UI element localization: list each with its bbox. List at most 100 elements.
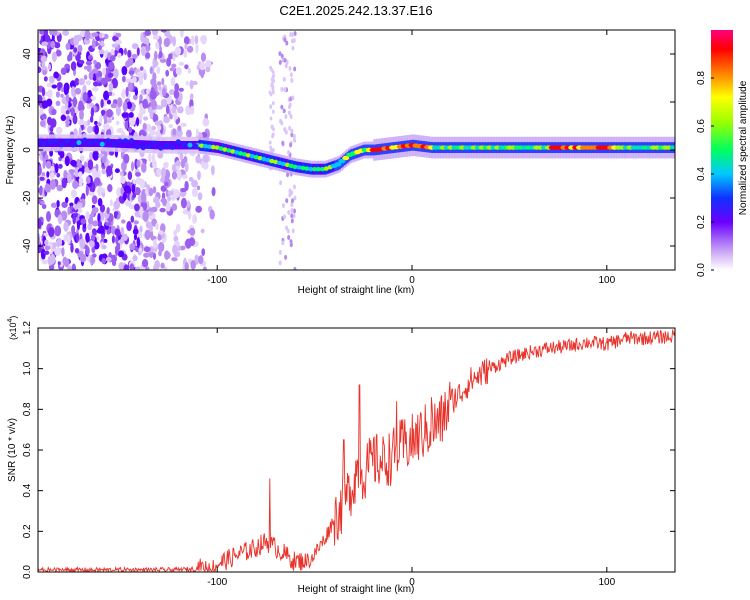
spectrogram-noise-blob [269,145,273,150]
figure-title: C2E1.2025.242.13.37.E16 [279,3,432,18]
spectrogram-noise-blob [75,34,82,42]
spectrogram-xlabel: Height of straight line (km) [298,285,415,296]
spectrogram-xtick-label: 0 [409,275,415,286]
spectrogram-noise-blob [272,101,275,106]
spectrogram-noise-blob [124,120,129,130]
spectrogram-noise-blob [104,221,112,227]
spectrogram-noise-blob [88,71,94,81]
spectrogram-noise-blob [56,172,61,178]
spectrogram-noise-blob [135,171,141,177]
spectrogram-noise-blob [111,43,119,48]
spectrogram-noise-blob [106,118,112,124]
spectrogram-noise-blob [38,185,43,196]
spectrogram-noise-blob [88,151,94,161]
spectrogram-ytick-label: -20 [22,190,33,205]
spectrogram-noise-blob [74,87,82,95]
spectrogram-noise-blob [72,180,79,189]
spectrogram-noise-blob [120,170,124,177]
snr-ytick-label: 0.6 [22,443,33,457]
spectrogram-noise-blob [117,250,125,258]
snr-ytick-label: 0.2 [22,524,33,538]
spectrogram-noise-blob [155,222,159,231]
spectrogram-noise-blob [54,163,59,174]
spectrogram-ridge-core [304,166,310,171]
spectrogram-noise-blob [148,187,154,197]
spectrogram-noise-blob [290,128,294,134]
spectrogram-ridge-band [73,138,77,147]
spectrogram-noise-blob [270,81,274,86]
spectrogram-ridge-band [69,138,72,147]
spectrogram-noise-blob [45,211,52,222]
spectrogram-noise-blob [289,72,293,78]
spectrogram-noise-blob [41,87,46,97]
spectrogram-noise-blob [170,76,176,87]
spectrogram-noise-blob [116,242,121,248]
spectrogram-noise-blob [52,30,58,36]
spectrogram-noise-blob [149,90,157,100]
spectrogram-noise-blob [51,242,58,248]
colorbar: 0.0 0.2 0.4 0.6 0.8 Normalized spectral ampl… [696,30,749,277]
spectrogram-noise-blob [44,30,49,38]
spectrogram-ridge-band [156,140,159,150]
spectrogram-noise-blob [93,59,97,65]
spectrogram-ridge-core [269,158,275,164]
spectrogram-noise-blob [85,211,90,220]
spectrogram-noise-blob [65,93,70,103]
snr-ytick-label: 0.4 [22,483,33,497]
spectrogram-ylabel: Frequency (Hz) [5,116,16,185]
spectrogram-noise-blob [150,78,157,86]
spectrogram-ridge-core [152,140,158,146]
spectrogram-noise-blob [49,253,56,265]
spectrogram-noise-blob [281,140,285,146]
spectrogram-noise-blob [139,66,144,71]
spectrogram-noise-blob [282,76,286,82]
spectrogram-ridge-band [136,140,139,149]
spectrogram-noise-blob [148,106,153,114]
spectrogram-noise-blob [84,65,88,70]
spectrogram-noise-blob [142,37,150,45]
spectrogram-noise-blob [290,132,294,138]
spectrogram-noise-blob [46,171,50,178]
spectrogram-noise-blob [291,95,295,101]
spectrogram-noise-blob [117,52,122,58]
spectrogram-noise-blob [128,70,135,75]
spectrogram-noise-blob [171,171,178,180]
spectrogram-ridge-core [265,157,271,163]
spectrogram-ridge-band [123,139,126,148]
spectrogram-noise-blob [157,234,162,241]
spectrogram-noise-blob [192,214,197,224]
snr-ticks: -100 0 100 0.0 0.2 0.4 0.6 0.8 1.0 1.2 [22,321,675,588]
spectrogram-noise-blob [209,209,215,220]
spectrogram-noise-blob [105,165,113,177]
spectrogram-noise-blob [39,119,46,128]
spectrogram-noise-blob [269,92,273,97]
spectrogram-noise-blob [177,125,182,132]
spectrogram-noise-blob [287,209,291,215]
spectrogram-noise-blob [139,225,143,233]
spectrogram-noise-blob [211,165,215,176]
spectrogram-noise-blob [143,116,149,121]
spectrogram-ridge-band [157,140,161,150]
spectrogram-ridge-core [199,143,205,148]
spectrogram-noise-blob [87,54,93,61]
spectrogram-noise-blob [129,263,135,270]
spectrogram-noise-blob [144,229,151,241]
spectrogram-ridge-band [131,139,134,149]
spectrogram-ridge-core [342,155,350,161]
spectrogram-noise-blob [195,43,199,54]
spectrogram-noise-blob [61,247,65,257]
spectrogram-noise-blob [47,64,52,71]
spectrogram-noise-blob [176,169,182,181]
spectrogram-noise-blob [164,181,169,187]
spectrogram-noise-blob [188,177,194,182]
spectrogram-noise-blob [121,219,126,224]
spectrogram-noise-blob [269,65,273,70]
spectrogram-noise-blob [97,198,103,207]
spectrogram-noise-blob [120,175,126,185]
spectrogram-noise-blob [51,84,58,89]
spectrogram-noise-blob [124,200,132,207]
spectrogram-noise-blob [120,226,125,236]
snr-scale-factor: (x104) [7,316,18,340]
spectrogram-noise-blob [85,60,92,66]
spectrogram-noise-blob [122,233,128,241]
